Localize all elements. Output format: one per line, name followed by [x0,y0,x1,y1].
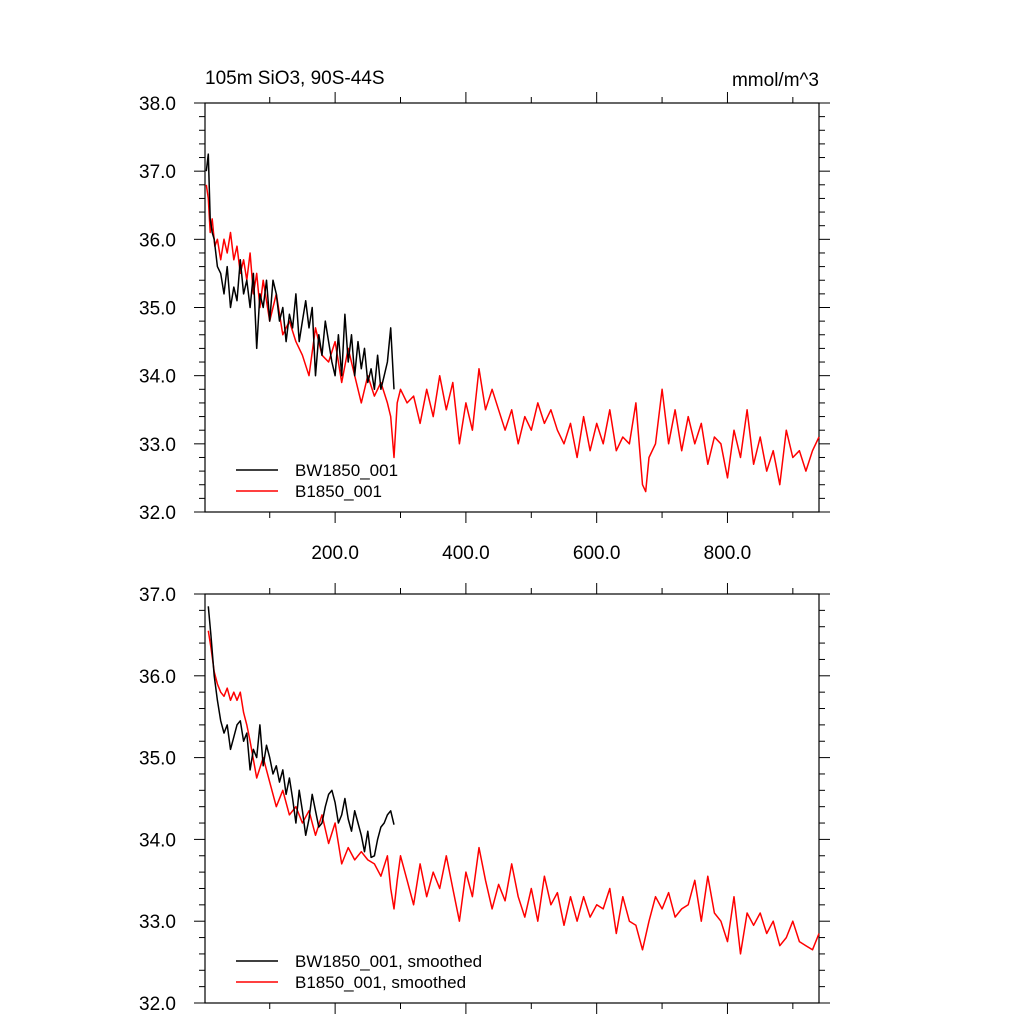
x-tick-label: 400.0 [442,543,490,564]
x-tick-label: 800.0 [704,543,752,564]
y-tick-label: 33.0 [139,912,176,933]
y-tick-label: 37.0 [139,162,176,183]
y-tick-label: 35.0 [139,299,176,320]
legend-label-0: BW1850_001, smoothed [295,952,482,971]
y-tick-label: 36.0 [139,230,176,251]
y-tick-label: 32.0 [139,994,176,1015]
plot-frame [204,593,820,1004]
y-tick-label: 34.0 [139,367,176,388]
series-line-0 [207,606,395,859]
y-tick-label: 36.0 [139,667,176,688]
bottom-panel: 32.0 33.0 34.0 35.0 36.0 37.0 BW1850_001, smoo… [139,583,830,1015]
series-line-0 [205,153,395,391]
legend-label-1: B1850_001 [295,482,382,501]
y-tick-label: 37.0 [139,585,176,606]
x-tick-label: 600.0 [573,543,621,564]
legend-label-1: B1850_001, smoothed [295,973,466,992]
y-tick-label: 35.0 [139,749,176,770]
top-panel: 32.0 33.0 34.0 35.0 36.0 37.0 38.0 200.0 400.0 60… [139,68,830,564]
y-tick-label: 34.0 [139,830,176,851]
series-line-1 [205,184,820,493]
y-tick-label: 38.0 [139,94,176,115]
y-tick-label: 33.0 [139,435,176,456]
series-line-1 [207,630,820,955]
y-tick-label: 32.0 [139,503,176,524]
legend-label-0: BW1850_001 [295,461,398,480]
units-label: mmol/m^3 [732,70,819,91]
chart-title: 105m SiO3, 90S-44S [205,68,385,89]
x-tick-label: 200.0 [311,543,359,564]
